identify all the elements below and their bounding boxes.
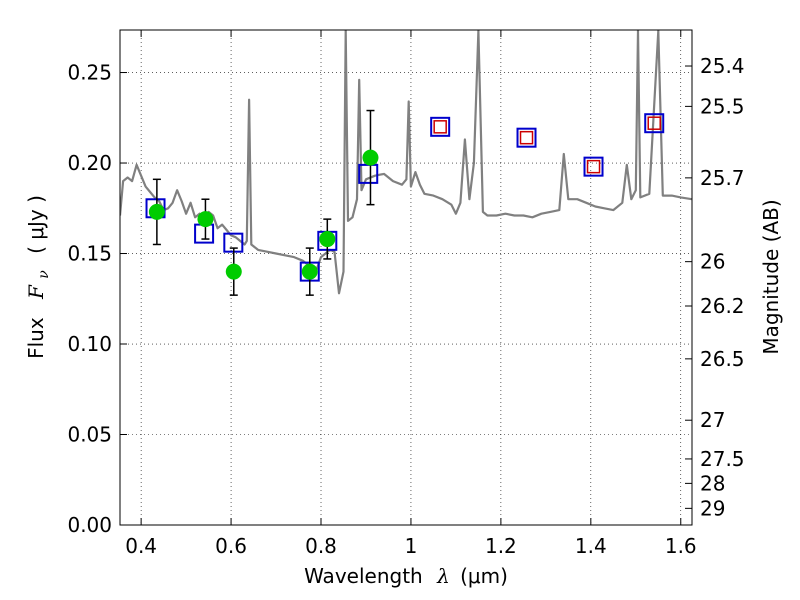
- y-axis-title: Flux F ν ( μJy ): [24, 195, 53, 359]
- spectrum-line: [120, 30, 692, 295]
- grid-lines: [120, 30, 692, 526]
- observed-point: [319, 231, 336, 248]
- x-tick-label: 1.2: [485, 534, 517, 558]
- x-tick-label: 1.6: [665, 534, 697, 558]
- model-photometry-square: [516, 127, 537, 148]
- y2-tick-label: 26: [700, 250, 725, 274]
- x-tick-label: 1: [405, 534, 418, 558]
- y-tick-label: 0.00: [67, 513, 112, 537]
- x-tick-label: 1.4: [575, 534, 607, 558]
- y2-axis-title: Magnitude (AB): [759, 199, 783, 354]
- y2-tick-label: 25.5: [700, 94, 745, 118]
- plot-area: [120, 30, 692, 296]
- x-tick-label: 0.8: [305, 534, 337, 558]
- y-axis-symbol: F: [24, 284, 48, 300]
- model-photometry-square: [644, 113, 665, 134]
- upper-limit-square: [647, 116, 661, 130]
- y2-tick-label: 27.5: [700, 447, 745, 471]
- y2-tick-label: 29: [700, 496, 725, 520]
- upper-limit-square: [586, 159, 601, 174]
- y2-tick-label: 25.7: [700, 166, 745, 190]
- y2-tick-label: 26.5: [700, 347, 745, 371]
- y-axis-title-text: Flux: [24, 317, 48, 359]
- y2-tick-label: 27: [700, 408, 725, 432]
- x-axis-title-text: Wavelength: [304, 564, 423, 588]
- upper-limit-square: [433, 120, 447, 134]
- observed-point: [197, 211, 214, 228]
- y2-tick-label: 25.4: [700, 54, 745, 78]
- x-axis-symbol: λ: [436, 564, 450, 588]
- y2-tick-label: 26.2: [700, 294, 745, 318]
- y-tick-label: 0.20: [67, 151, 112, 175]
- axes-frame: [119, 29, 693, 526]
- y-tick-label: 0.10: [67, 332, 112, 356]
- observed-point: [362, 149, 379, 166]
- tick-labels: 0.4 0.6 0.8 1 1.2 1.4 1.6 0.00 0.05 0.10 0.15 0.20 0…: [67, 54, 744, 558]
- x-axis-unit: (μm): [460, 564, 508, 588]
- upper-limit-square: [519, 130, 534, 145]
- model-photometry-square: [194, 223, 215, 244]
- y-axis-subscript: ν: [36, 270, 52, 279]
- y-tick-label: 0.05: [67, 423, 112, 447]
- x-axis-title: Wavelength λ (μm): [304, 564, 508, 588]
- x-tick-label: 0.4: [125, 534, 157, 558]
- x-tick-label: 0.6: [215, 534, 247, 558]
- observed-point: [225, 263, 242, 280]
- model-photometry-square: [583, 156, 604, 177]
- y2-tick-label: 28: [700, 471, 725, 495]
- data-group: [120, 30, 692, 296]
- y-tick-label: 0.25: [67, 61, 112, 85]
- axis-ticks: [120, 30, 692, 526]
- observed-point: [301, 263, 318, 280]
- observed-point: [148, 203, 165, 220]
- y-tick-label: 0.15: [67, 242, 112, 266]
- y-axis-unit: ( μJy ): [24, 195, 48, 254]
- model-photometry-square: [430, 116, 451, 137]
